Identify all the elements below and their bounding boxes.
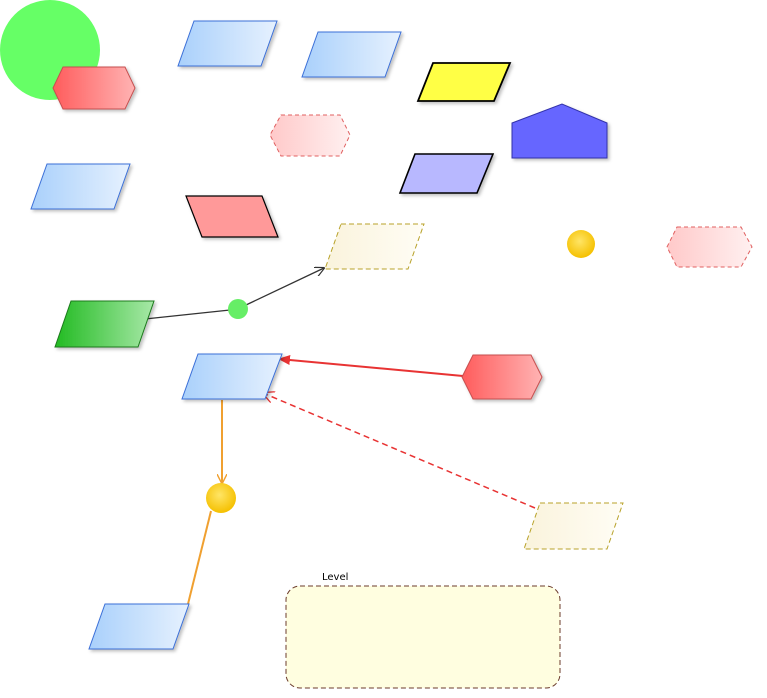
blue-parallelogram-node-3[interactable]	[30, 163, 131, 210]
green-parallelogram-node[interactable]	[54, 300, 155, 348]
edge-green-to-dot[interactable]	[144, 309, 231, 320]
cream-parallelogram-node-1[interactable]	[324, 223, 425, 270]
edge-cream-to-blue-dashed[interactable]	[263, 393, 536, 509]
pink-hexagon-node-dashed-2[interactable]	[666, 226, 753, 268]
blue-parallelogram-node-2[interactable]	[301, 31, 402, 78]
red-hexagon-node[interactable]	[52, 66, 136, 110]
blue-parallelogram-node-1[interactable]	[177, 20, 278, 67]
edge-gold-dot-to-bottom-blue[interactable]	[187, 510, 212, 605]
violet-pentagon-node[interactable]	[511, 103, 608, 159]
red-hexagon-node-2[interactable]	[461, 354, 543, 400]
cream-parallelogram-node-2[interactable]	[523, 502, 624, 550]
level-container[interactable]: Level	[285, 572, 561, 689]
blue-parallelogram-node-5[interactable]	[88, 603, 190, 650]
edges	[144, 268, 536, 605]
green-dot-node[interactable]	[228, 299, 248, 319]
gold-circle-node-2[interactable]	[206, 483, 236, 513]
level-container-box[interactable]	[285, 585, 561, 689]
gold-circle-node-1[interactable]	[567, 230, 595, 258]
pink-hexagon-node-dashed[interactable]	[269, 114, 351, 157]
purple-parallelogram-node[interactable]	[398, 153, 495, 194]
salmon-parallelogram-node[interactable]	[185, 195, 279, 238]
level-container-label: Level	[322, 572, 348, 583]
edge-dot-to-cream-parallelogram[interactable]	[245, 268, 324, 306]
yellow-parallelogram-node[interactable]	[416, 62, 512, 102]
nodes	[0, 0, 753, 650]
blue-parallelogram-node-4[interactable]	[181, 353, 283, 400]
edge-red-hexagon-to-blue[interactable]	[278, 355, 464, 377]
